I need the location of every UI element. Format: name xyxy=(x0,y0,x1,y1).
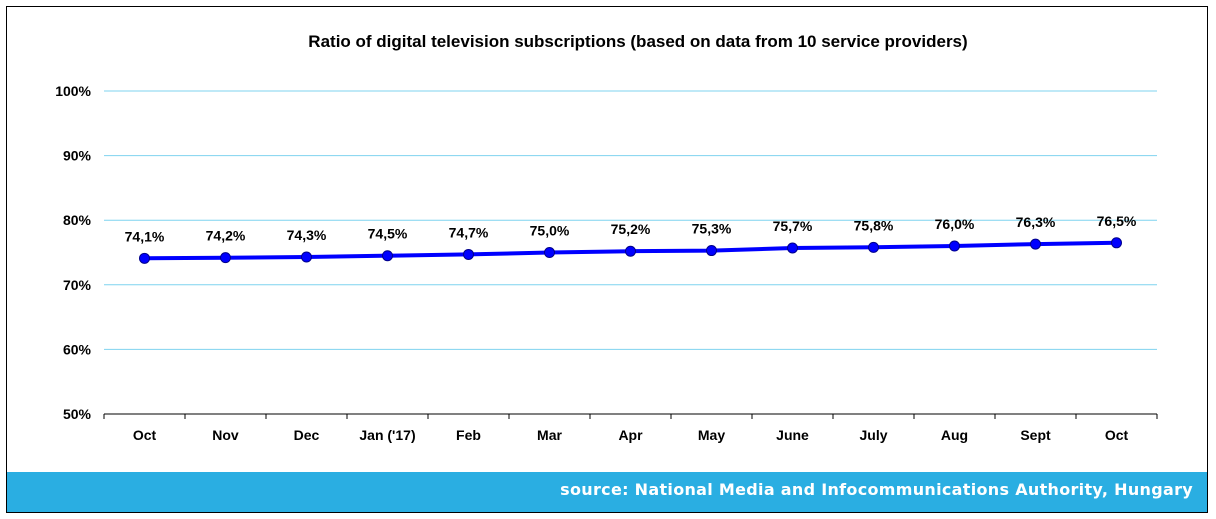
data-point xyxy=(949,240,960,252)
y-tick-label: 60% xyxy=(63,341,92,357)
source-footer: source: National Media and Infocommunica… xyxy=(7,472,1207,512)
data-label: 75,2% xyxy=(611,221,651,237)
x-tick-label: July xyxy=(859,427,887,443)
data-label: 76,0% xyxy=(935,216,975,232)
data-point xyxy=(463,248,474,260)
data-label: 74,3% xyxy=(287,227,327,243)
data-point xyxy=(1030,238,1041,250)
data-point xyxy=(868,241,879,253)
y-tick-label: 100% xyxy=(55,83,91,99)
x-tick-label: Mar xyxy=(537,427,562,443)
data-point xyxy=(220,252,231,264)
x-tick-label: May xyxy=(698,427,725,443)
x-tick-label: Sept xyxy=(1020,427,1051,443)
data-label: 76,5% xyxy=(1097,213,1137,229)
data-label: 75,7% xyxy=(773,218,813,234)
data-point xyxy=(139,252,150,264)
x-tick-label: June xyxy=(776,427,809,443)
data-label: 75,8% xyxy=(854,217,894,233)
y-tick-label: 90% xyxy=(63,148,92,164)
data-point xyxy=(301,251,312,263)
data-label: 74,5% xyxy=(368,226,408,242)
data-point xyxy=(706,245,717,257)
data-label: 75,3% xyxy=(692,221,732,237)
data-point xyxy=(787,242,798,254)
x-tick-label: Apr xyxy=(618,427,643,443)
y-tick-label: 80% xyxy=(63,212,92,228)
y-tick-label: 70% xyxy=(63,277,92,293)
data-point xyxy=(625,245,636,257)
line-chart: Ratio of digital television subscription… xyxy=(55,32,1158,443)
x-tick-label: Jan ('17) xyxy=(359,427,415,443)
data-point xyxy=(1111,237,1122,249)
data-label: 74,2% xyxy=(206,228,246,244)
data-label: 74,7% xyxy=(449,224,489,240)
x-tick-label: Dec xyxy=(294,427,320,443)
x-tick-label: Nov xyxy=(212,427,239,443)
x-tick-label: Aug xyxy=(941,427,968,443)
source-text: source: National Media and Infocommunica… xyxy=(560,480,1193,499)
data-label: 75,0% xyxy=(530,223,570,239)
y-tick-label: 50% xyxy=(63,406,92,422)
x-tick-label: Oct xyxy=(1105,427,1129,443)
x-tick-label: Feb xyxy=(456,427,481,443)
data-label: 76,3% xyxy=(1016,214,1056,230)
data-point xyxy=(382,250,393,262)
data-label: 74,1% xyxy=(125,228,165,244)
x-tick-label: Oct xyxy=(133,427,157,443)
chart-frame: Ratio of digital television subscription… xyxy=(6,6,1208,513)
chart-title: Ratio of digital television subscription… xyxy=(308,32,967,51)
data-point xyxy=(544,247,555,258)
